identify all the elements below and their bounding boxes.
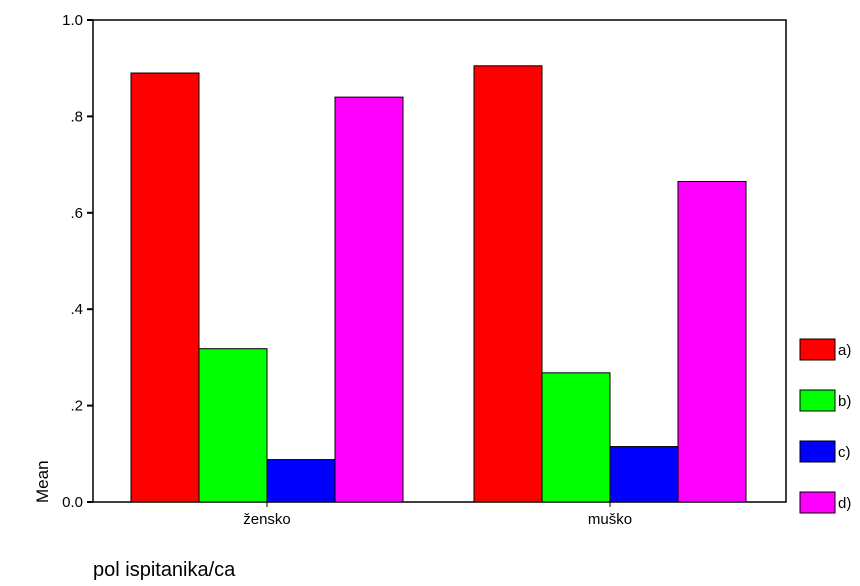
x-tick-label: muško [588, 511, 632, 528]
y-axis: 0.0 .2 .4 .6 .8 1.0 [62, 12, 93, 511]
legend-label: b) [838, 393, 851, 410]
bar [198, 348, 268, 503]
legend: a) b) c) d) [799, 338, 851, 514]
y-tick-label: .2 [70, 398, 83, 415]
bar [609, 446, 679, 503]
legend-swatch [799, 389, 836, 412]
legend-swatch [799, 338, 836, 361]
bar [334, 96, 404, 503]
legend-swatch [799, 491, 836, 514]
y-tick-label: .8 [70, 108, 83, 125]
y-tick-label: .6 [70, 205, 83, 222]
bar [266, 459, 336, 503]
plot-border [92, 19, 787, 503]
x-axis: žensko muško [243, 502, 632, 528]
legend-label: c) [838, 444, 851, 461]
legend-swatch [799, 440, 836, 463]
y-tick-label: 0.0 [62, 494, 83, 511]
bar [541, 372, 611, 503]
x-tick-label: žensko [243, 511, 291, 528]
bar [130, 72, 200, 503]
bar [677, 180, 747, 503]
plot-frame [92, 19, 787, 503]
y-tick-label: .4 [70, 301, 83, 318]
y-axis-label: Mean [33, 460, 52, 503]
legend-label: a) [838, 342, 851, 359]
y-tick-label: 1.0 [62, 12, 83, 29]
x-axis-label: pol ispitanika/ca [93, 559, 236, 581]
bars [130, 65, 747, 503]
bar [473, 65, 543, 503]
legend-label: d) [838, 495, 851, 512]
